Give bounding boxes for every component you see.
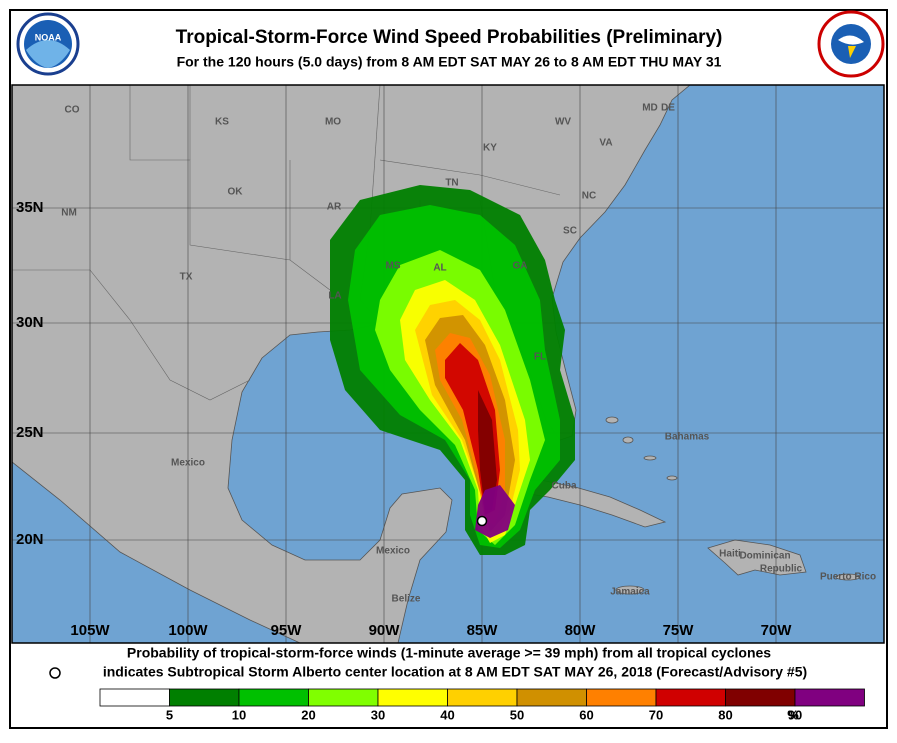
place-label: Republic [760,564,803,575]
place-label: AR [327,202,342,213]
place-label: MS [386,261,401,272]
place-label: MD [642,103,658,114]
hispaniola [707,539,807,576]
place-label: Dominican [739,551,790,562]
place-label: Bahamas [665,432,710,443]
legend-tick: 80 [718,707,732,722]
place-label: TX [180,272,193,283]
place-label: NM [61,208,77,219]
place-label: KY [483,143,497,154]
legend-tick: 20 [301,707,315,722]
legend-swatch [238,688,309,707]
noaa-logo: NOAA [16,12,80,76]
legend-tick: 5 [166,707,173,722]
place-label: TN [445,178,458,189]
place-label: VA [599,138,612,149]
lon-label: 75W [663,622,695,639]
legend-swatch [586,688,657,707]
lat-label: 30N [16,314,44,331]
place-label: Haiti [719,549,741,560]
place-label: Cuba [552,481,577,492]
lon-label: 80W [565,622,597,639]
lat-label: 35N [16,199,44,216]
svg-text:NOAA: NOAA [35,32,62,42]
footer-line2: indicates Subtropical Storm Alberto cent… [103,664,807,680]
lon-label: 90W [369,622,401,639]
place-label: KS [215,117,229,128]
legend-tick: 70 [649,707,663,722]
lat-label: 25N [16,424,44,441]
place-label: Puerto Rico [820,572,876,583]
legend-tick: 10 [232,707,246,722]
legend-tick: 30 [371,707,385,722]
place-label: LA [328,291,341,302]
lon-label: 100W [168,622,208,639]
legend-swatch [655,688,726,707]
footer-line1: Probability of tropical-storm-force wind… [127,645,771,661]
puerto-rico [835,573,861,581]
place-label: DE [661,103,675,114]
center-symbol [49,667,61,679]
legend-tick: 90 [788,707,802,722]
legend-tick: 60 [579,707,593,722]
legend-swatch [99,688,170,707]
place-label: GA [513,261,528,272]
place-label: FL [534,352,546,363]
legend-swatch [377,688,448,707]
storm-center [476,515,488,527]
lon-label: 105W [70,622,110,639]
place-label: CO [65,105,80,116]
map-border [11,84,885,644]
place-label: Mexico [171,458,205,469]
place-label: Mexico [376,546,410,557]
legend-swatch [794,688,865,707]
bahamas [605,416,678,481]
legend-tick: 40 [440,707,454,722]
legend-swatch [447,688,518,707]
lon-label: 85W [467,622,499,639]
place-label: Jamaica [610,587,650,598]
lat-label: 20N [16,531,44,548]
legend-unit: % [787,707,799,722]
legend-swatch [308,688,379,707]
probability-band [478,390,497,510]
legend-tick: 50 [510,707,524,722]
place-label: MO [325,117,341,128]
map [12,85,884,643]
place-label: SC [563,226,577,237]
legend-swatch [516,688,587,707]
legend-swatch [725,688,796,707]
nws-logo [817,10,885,78]
place-label: Belize [392,594,421,605]
lon-label: 70W [761,622,793,639]
lon-label: 95W [271,622,303,639]
place-label: WV [555,117,571,128]
title: Tropical-Storm-Force Wind Speed Probabil… [176,27,723,48]
jamaica [615,585,645,595]
legend-swatch [169,688,240,707]
place-label: OK [228,187,244,198]
legend: 5 10 20 30 40 50 60 70 80 90% [99,688,865,722]
subtitle: For the 120 hours (5.0 days) from 8 AM E… [177,54,722,70]
place-label: AL [433,263,446,274]
place-label: NC [582,191,596,202]
